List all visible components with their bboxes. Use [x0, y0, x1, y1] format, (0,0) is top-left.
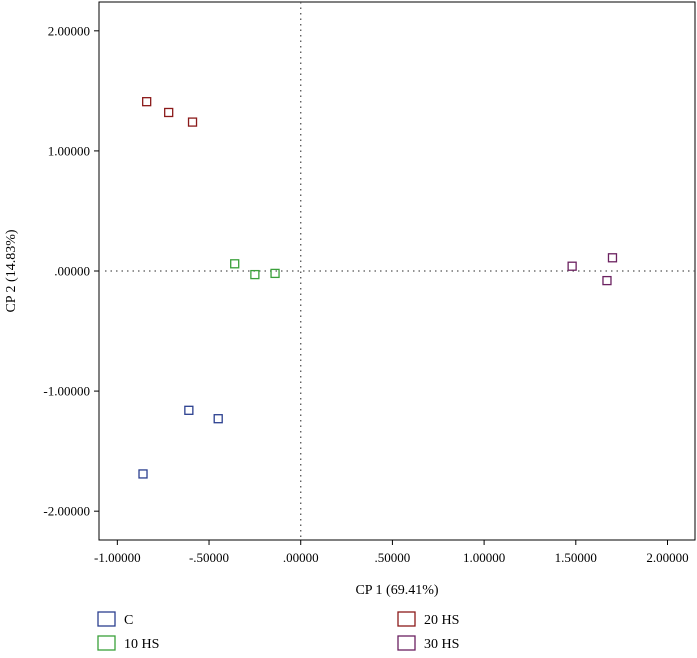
data-point [270, 268, 280, 279]
data-point [138, 469, 148, 479]
y-tick-label: 2.00000 [48, 23, 90, 38]
data-points [138, 97, 618, 479]
x-tick-label: 1.50000 [555, 550, 597, 565]
x-tick-label: .50000 [375, 550, 411, 565]
data-point [607, 253, 618, 263]
y-tick-label: -1.00000 [43, 384, 90, 399]
y-tick-label: -2.00000 [43, 504, 90, 519]
x-tick-label: .00000 [283, 550, 319, 565]
data-point [602, 275, 612, 286]
data-point [187, 117, 198, 127]
data-point [567, 261, 577, 271]
data-point [184, 405, 194, 415]
legend-swatch [397, 611, 416, 627]
data-point [250, 269, 260, 280]
legend-label: 10 HS [124, 637, 159, 652]
legend-swatch [397, 635, 416, 651]
data-point [142, 97, 152, 107]
x-axis-ticks: -1.00000 -.50000 .00000 .50000 1.00000 1.5000… [94, 540, 689, 565]
x-tick-label: 2.00000 [646, 550, 688, 565]
legend-swatch [97, 611, 116, 627]
legend-swatch [97, 635, 116, 651]
x-tick-label: 1.00000 [463, 550, 505, 565]
y-tick-label: .00000 [54, 264, 90, 279]
y-tick-label: 1.00000 [48, 143, 90, 158]
reference-lines [105, 2, 695, 540]
y-axis-title: CP 2 (14.83%) [4, 229, 19, 312]
legend-label: C [124, 613, 133, 628]
x-tick-label: -1.00000 [94, 550, 141, 565]
y-axis-ticks: 2.00000 1.00000 .00000 -1.00000 -2.00000 [43, 23, 99, 519]
data-point [230, 259, 240, 269]
x-axis-title: CP 1 (69.41%) [355, 583, 438, 598]
data-point [213, 414, 223, 424]
x-tick-label: -.50000 [189, 550, 229, 565]
data-point [164, 107, 174, 118]
legend-label: 20 HS [424, 613, 459, 628]
legend-label: 30 HS [424, 637, 459, 652]
legend: C 10 HS 20 HS 30 HS [97, 611, 459, 652]
